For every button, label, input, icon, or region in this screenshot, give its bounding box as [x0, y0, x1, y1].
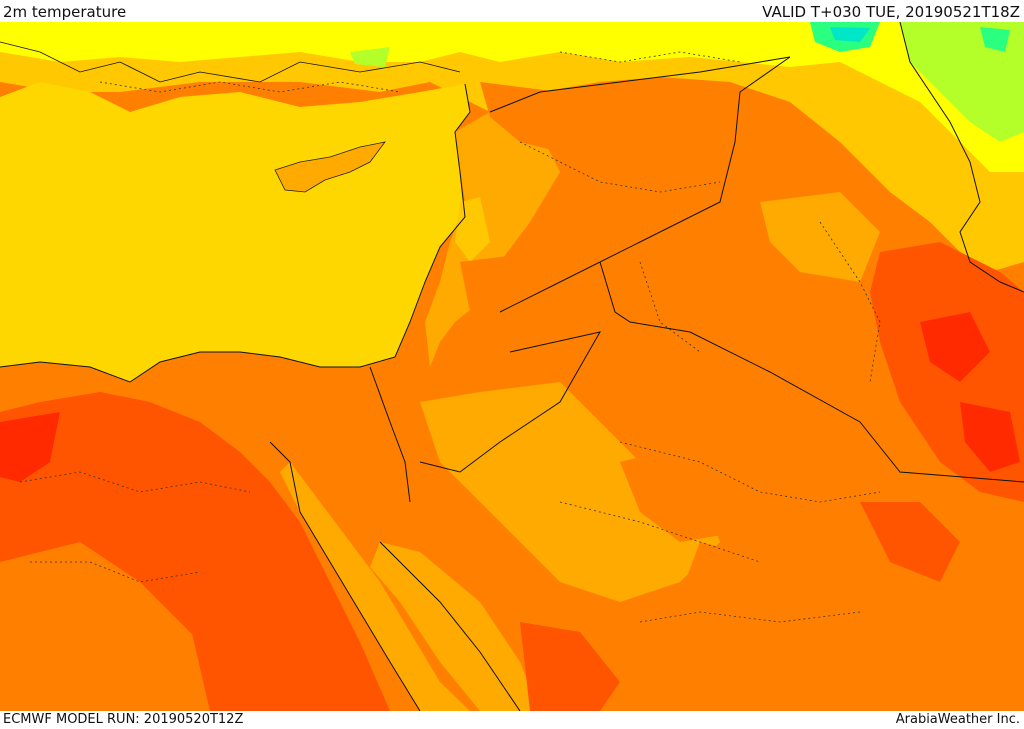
header-bar: 2m temperature VALID T+030 TUE, 20190521… [0, 0, 1024, 22]
map-title: 2m temperature [3, 3, 127, 21]
credit-label: ArabiaWeather Inc. [895, 712, 1020, 727]
province-boundaries [19, 51, 881, 623]
yellow-zone-north [0, 22, 1024, 172]
syria-warm-zone [480, 82, 760, 192]
cold-zone-b [980, 27, 1010, 52]
jordan-warm-zone [460, 252, 640, 362]
saudi-warm-zone [620, 442, 760, 542]
iraq-mild-zone [760, 192, 880, 282]
temperature-map[interactable] [0, 22, 1024, 711]
model-run-label: ECMWF MODEL RUN: 20190520T12Z [3, 712, 244, 727]
iran-border [899, 22, 1024, 293]
mediterranean-coastline [0, 83, 471, 383]
footer-bar: ECMWF MODEL RUN: 20190520T12Z ArabiaWeat… [0, 711, 1024, 729]
jordan-mild-zone [420, 382, 720, 602]
turkey-syria-border [489, 56, 791, 113]
iraq-saudi-border [599, 261, 1024, 483]
levant-mild-zone [425, 112, 560, 367]
coldest-spot [830, 27, 870, 42]
red-sea-south [370, 542, 540, 711]
cool-zone-north [0, 22, 1024, 272]
egypt-very-hot-a [0, 412, 60, 482]
south-egypt-warm [0, 542, 230, 711]
kuwait-hot-zone [860, 502, 960, 582]
cyprus-island [274, 141, 386, 193]
map-canvas [0, 22, 1024, 711]
green-zone-ne [900, 22, 1024, 142]
iraq-very-hot-a [920, 312, 990, 382]
jordan-saudi-border [419, 331, 601, 473]
saudi-warm-zone-south [670, 542, 820, 702]
turkey-coastline [0, 41, 461, 83]
iraq-very-hot-b [960, 402, 1020, 472]
valid-time-label: VALID T+030 TUE, 20190521T18Z [762, 3, 1020, 21]
red-sea-west-coast [269, 441, 421, 711]
sinai-border [369, 366, 411, 503]
saudi-hot-west [520, 622, 620, 711]
red-sea [280, 462, 470, 711]
mediterranean-sea [0, 82, 470, 382]
cool-spot-c [350, 47, 390, 67]
egypt-very-hot-b [120, 422, 190, 492]
lebanon-cool-spot [455, 197, 490, 262]
south-egypt-hot [180, 582, 300, 711]
red-sea-east-coast [379, 541, 521, 711]
syria-iraq-border [499, 56, 791, 313]
